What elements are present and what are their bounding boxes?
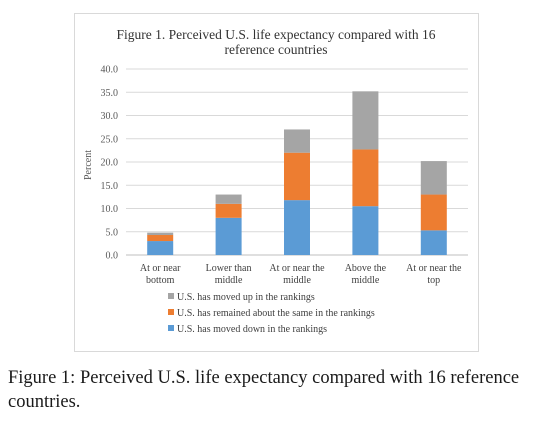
caption-label: Figure 1:: [8, 368, 76, 388]
category-label: top: [427, 275, 440, 286]
category-label: Lower than: [206, 263, 252, 274]
bar-segment: [215, 217, 242, 255]
stacked-bar-chart: Figure 1. Perceived U.S. life expectancy…: [83, 27, 468, 335]
y-axis-label: Percent: [83, 150, 94, 180]
caption-text: Perceived U.S. life expectancy compared …: [8, 368, 520, 412]
y-tick-label: 15.0: [101, 181, 119, 192]
category-label: bottom: [146, 275, 175, 286]
bar-segment: [420, 194, 447, 231]
category-label: At or near the: [406, 263, 462, 274]
y-tick-label: 35.0: [101, 88, 119, 99]
y-tick-label: 0.0: [106, 251, 119, 262]
bar-segment: [147, 232, 174, 236]
y-tick-label: 20.0: [101, 158, 119, 169]
bar-segment: [284, 152, 310, 201]
bar-segment: [284, 200, 310, 255]
legend-label: U.S. has remained about the same in the …: [177, 308, 375, 319]
category-label: At or near: [140, 263, 181, 274]
bars: [147, 91, 447, 255]
legend-label: U.S. has moved down in the rankings: [177, 324, 327, 335]
chart-title-line1: Figure 1. Perceived U.S. life expectancy…: [116, 27, 435, 42]
y-tick-label: 5.0: [106, 227, 119, 238]
legend-swatch: [168, 325, 174, 331]
category-label: At or near the: [269, 263, 325, 274]
bar-segment: [352, 91, 379, 150]
bar-segment: [215, 203, 242, 218]
category-label: middle: [352, 275, 380, 286]
chart-title-line2: reference countries: [224, 42, 327, 57]
bar-segment: [352, 149, 379, 207]
chart-frame: Figure 1. Perceived U.S. life expectancy…: [74, 13, 479, 352]
legend-label: U.S. has moved up in the rankings: [177, 292, 315, 303]
bar-segment: [352, 206, 379, 255]
legend-swatch: [168, 309, 174, 315]
bar-segment: [284, 129, 310, 153]
bar-segment: [147, 241, 174, 255]
bar-segment: [215, 194, 242, 204]
category-label: middle: [283, 275, 311, 286]
y-tick-label: 40.0: [101, 65, 119, 76]
y-tick-label: 10.0: [101, 204, 119, 215]
category-label: middle: [215, 275, 243, 286]
figure-caption: Figure 1: Perceived U.S. life expectancy…: [8, 366, 544, 414]
y-tick-labels: 0.0 5.0 10.0 15.0 20.0 25.0 30.0 35.0 40.0: [101, 65, 119, 262]
bar-segment: [420, 161, 447, 195]
bar-segment: [147, 235, 174, 242]
y-tick-label: 30.0: [101, 111, 119, 122]
category-label: Above the: [345, 263, 387, 274]
bar-segment: [420, 230, 447, 255]
legend-swatch: [168, 293, 174, 299]
y-tick-label: 25.0: [101, 134, 119, 145]
legend: U.S. has moved up in the rankings U.S. ha…: [168, 292, 375, 335]
